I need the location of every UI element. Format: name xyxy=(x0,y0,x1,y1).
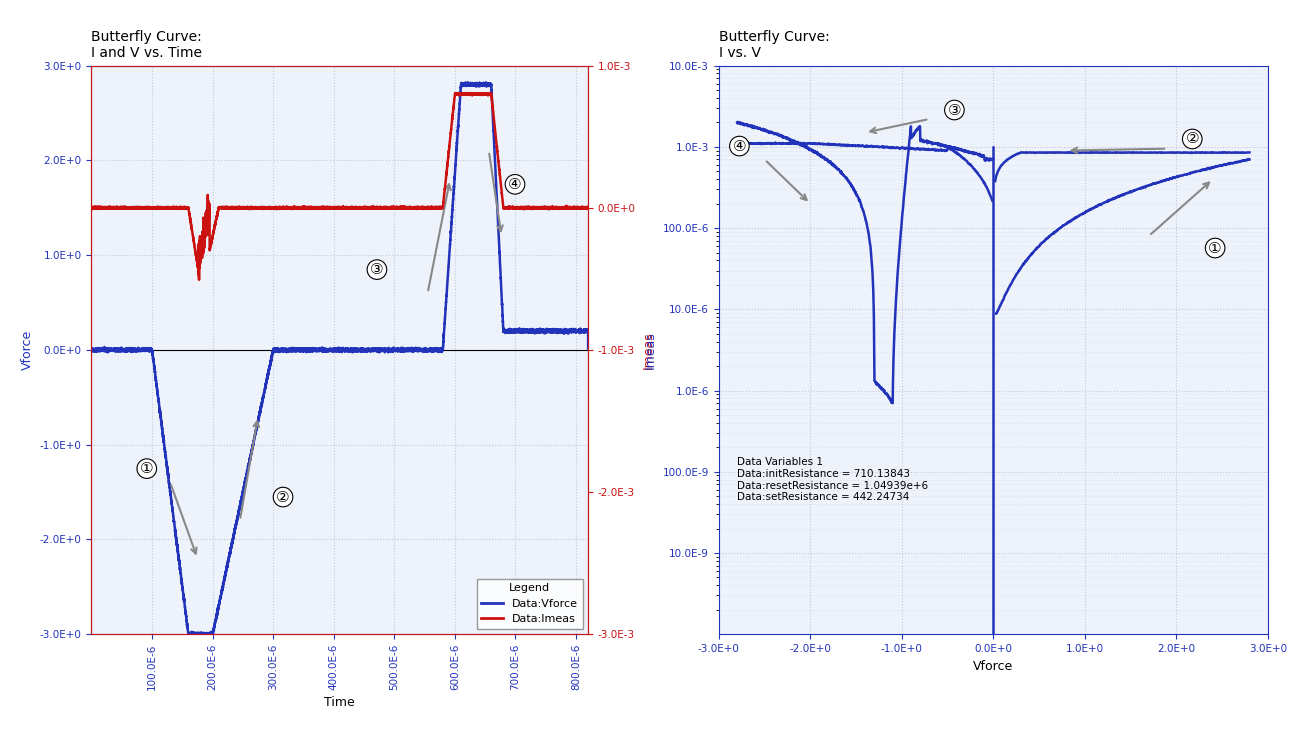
Text: ①: ① xyxy=(140,461,153,476)
Text: Butterfly Curve:
I and V vs. Time: Butterfly Curve: I and V vs. Time xyxy=(91,30,203,61)
X-axis label: Time: Time xyxy=(324,696,356,709)
Text: Data Variables 1
Data:initResistance = 710.13843
Data:resetResistance = 1.04939e: Data Variables 1 Data:initResistance = 7… xyxy=(737,458,928,502)
Legend: Data:Vforce, Data:Imeas: Data:Vforce, Data:Imeas xyxy=(477,579,583,628)
Y-axis label: Imeas: Imeas xyxy=(642,331,655,369)
Text: ③: ③ xyxy=(948,103,961,117)
Text: ③: ③ xyxy=(370,262,384,277)
Text: ④: ④ xyxy=(732,139,746,154)
Text: ②: ② xyxy=(1185,131,1199,147)
Text: ④: ④ xyxy=(508,177,521,192)
Text: Butterfly Curve:
I vs. V: Butterfly Curve: I vs. V xyxy=(719,30,830,61)
Text: ①: ① xyxy=(1208,241,1222,256)
X-axis label: Vforce: Vforce xyxy=(974,660,1013,673)
Y-axis label: Vforce: Vforce xyxy=(21,330,34,370)
Y-axis label: Imeas: Imeas xyxy=(644,331,657,369)
Text: ②: ② xyxy=(276,490,290,504)
